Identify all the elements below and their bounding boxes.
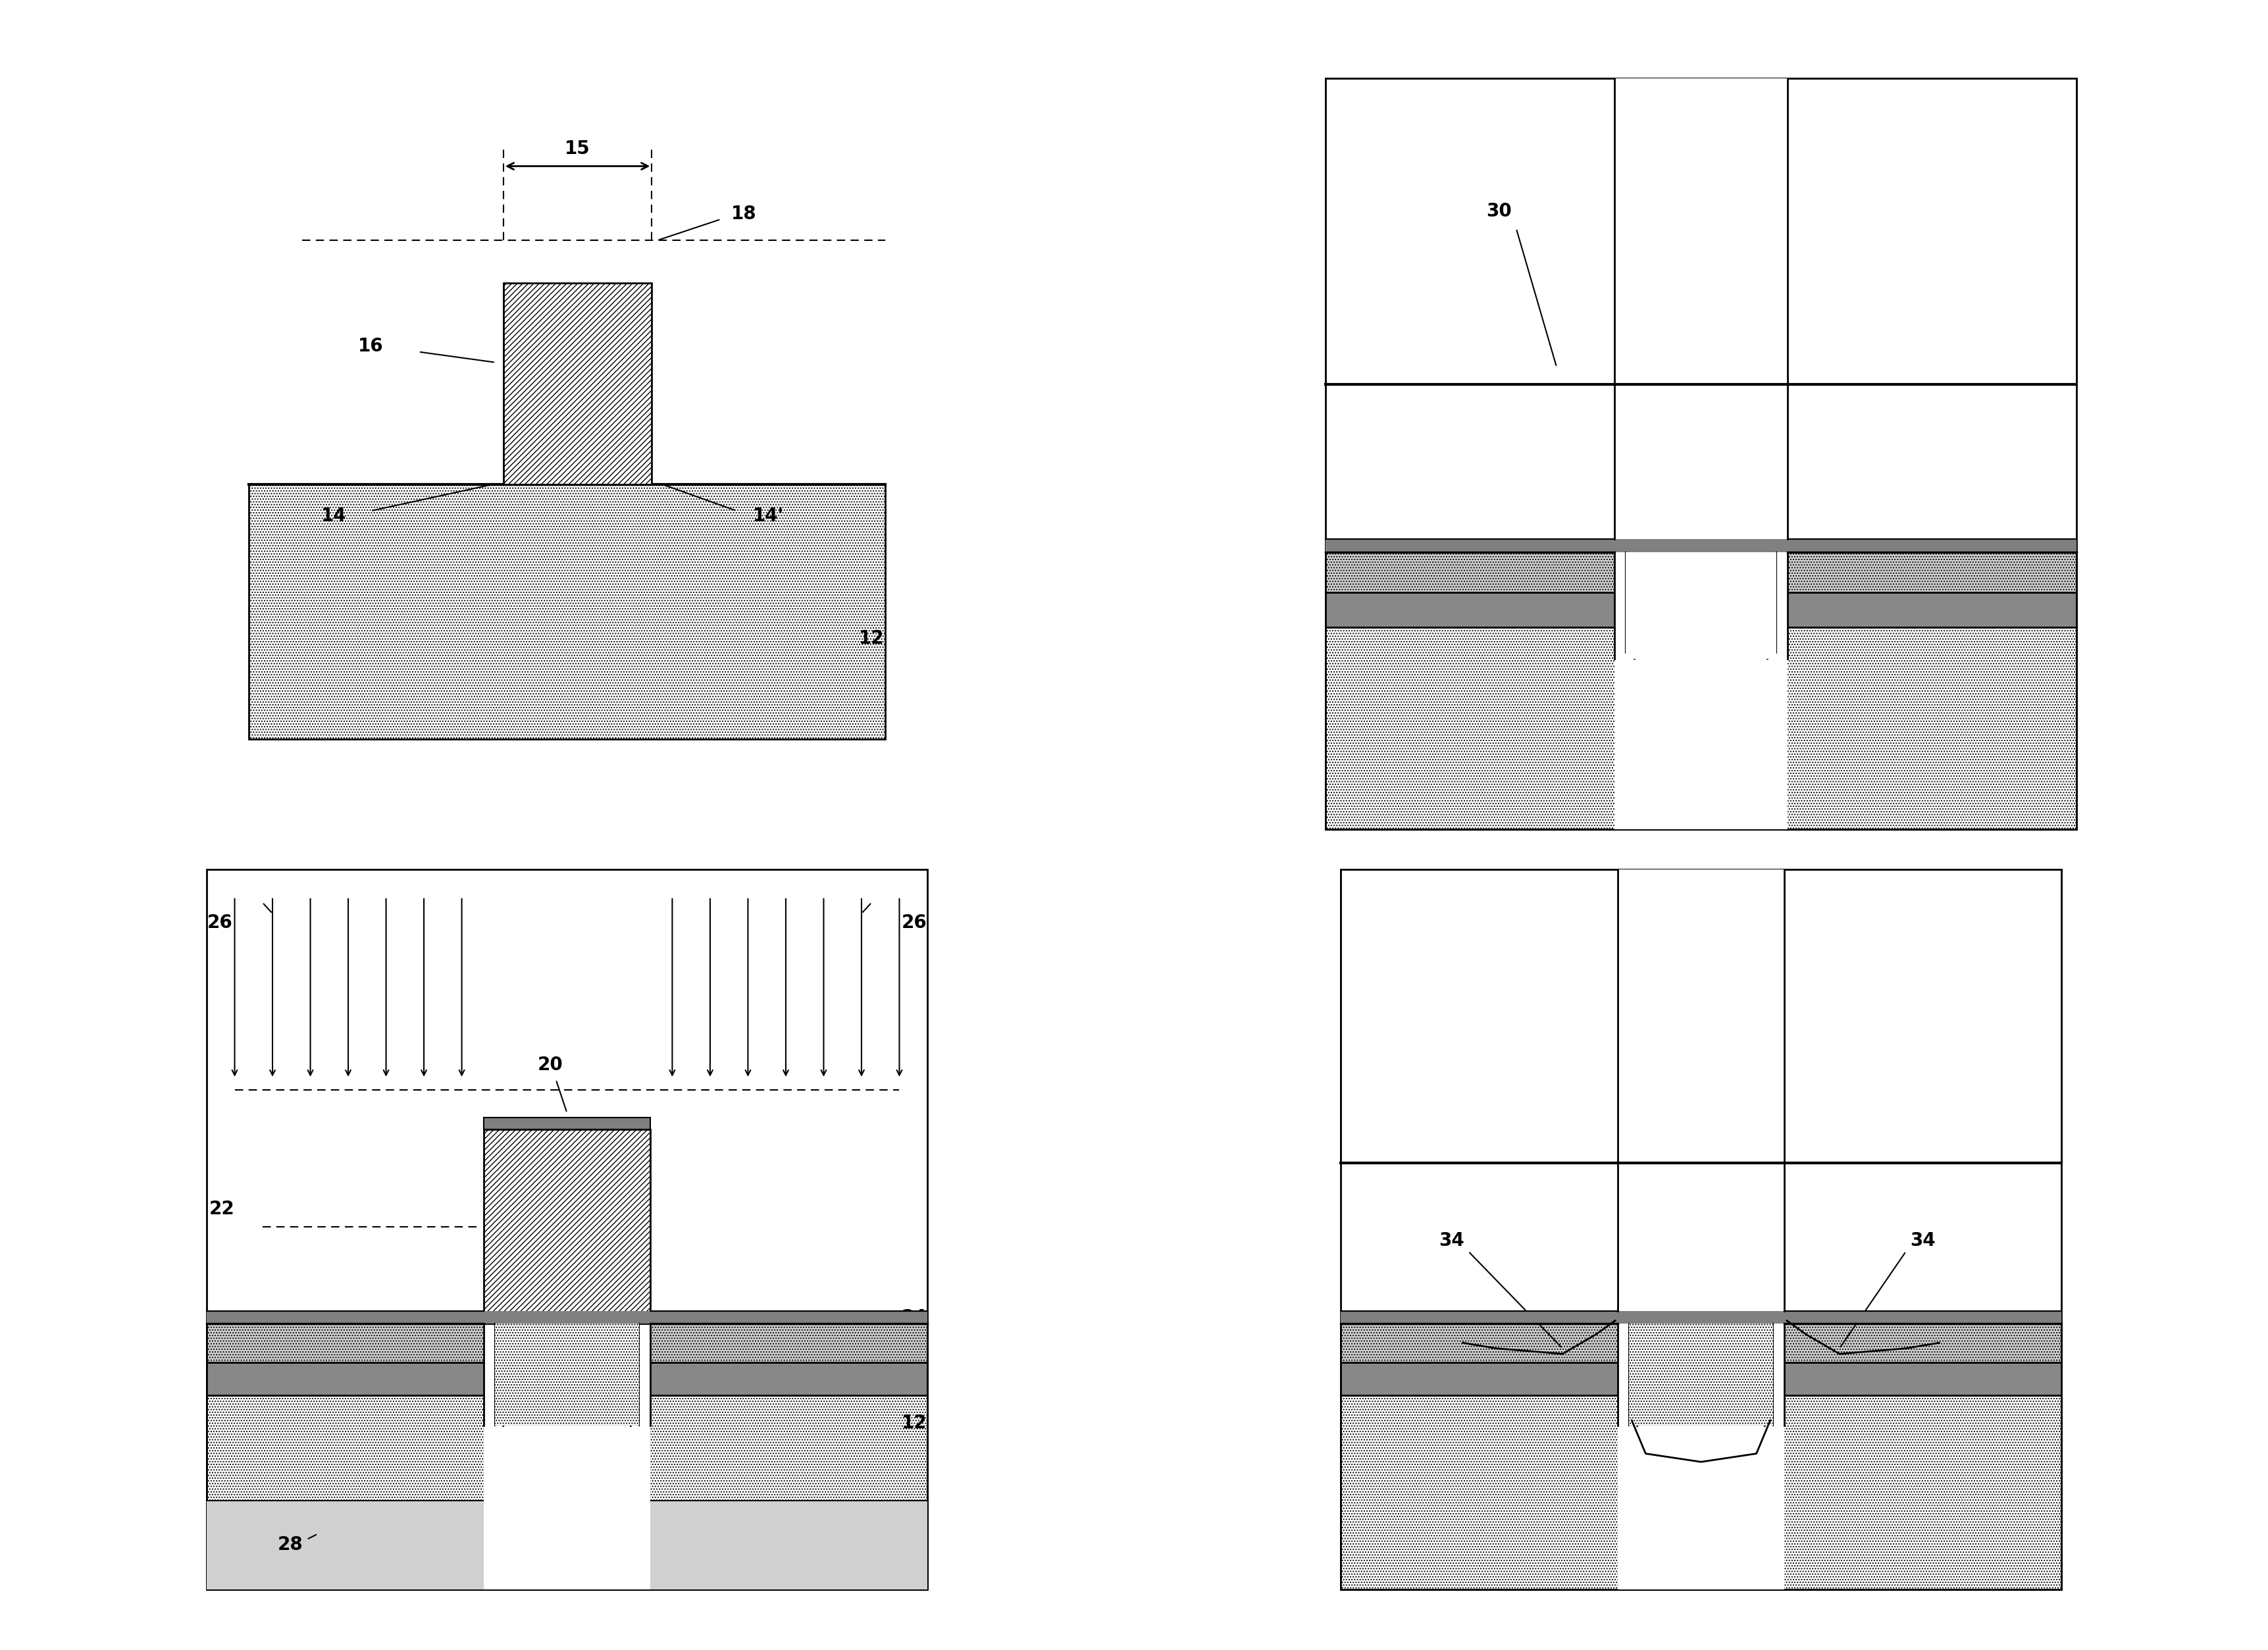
Text: 16': 16' [1744,259,1774,279]
Bar [1340,1363,2062,1396]
Bar [1615,79,1787,540]
Bar [1626,551,1776,658]
Text: 34: 34 [1438,1231,1465,1249]
Text: 14': 14' [1669,231,1699,249]
Text: 28: 28 [277,1536,304,1554]
Text: 16: 16 [358,337,383,356]
Text: 12: 12 [860,629,885,647]
Text: 22: 22 [209,1200,234,1218]
Bar [483,1117,651,1130]
Bar [1340,1312,2062,1323]
Text: 12: 12 [903,1414,928,1432]
Bar [206,1363,928,1396]
Bar [1325,592,2077,627]
Bar [1615,553,1787,830]
Text: 14: 14 [322,507,347,525]
Text: 14': 14' [753,507,785,525]
Text: 30: 30 [1486,201,1513,221]
Bar [1340,870,2062,1163]
Bar [1325,79,2077,384]
Bar [1617,1323,1785,1589]
Bar [1325,553,2077,592]
Text: 32: 32 [1660,1193,1685,1211]
Bar [206,1501,928,1589]
Bar [494,1323,640,1426]
Text: 26: 26 [206,914,231,932]
Bar [1325,627,2077,830]
Bar [1325,540,2077,551]
Text: 18: 18 [730,205,758,223]
Text: 26: 26 [903,914,928,932]
Bar [1340,1396,2062,1589]
Text: 26': 26' [551,1402,583,1421]
Bar [503,282,651,485]
Text: 15: 15 [565,140,590,158]
Bar [1628,1323,1774,1426]
Bar [1615,690,1787,800]
Bar [483,1130,651,1323]
Bar [1617,870,1785,1312]
Text: 20: 20 [538,1056,562,1074]
Bar [1340,1323,2062,1363]
Bar [249,485,885,739]
Bar [1615,673,1787,800]
Text: 16': 16' [551,363,583,383]
Bar [206,1323,928,1363]
Bar [206,1312,928,1323]
Text: 36: 36 [1733,1369,1758,1388]
Text: 24: 24 [903,1308,928,1327]
Text: 34: 34 [1910,1231,1935,1249]
Bar [483,1323,651,1589]
Bar [206,1396,928,1589]
